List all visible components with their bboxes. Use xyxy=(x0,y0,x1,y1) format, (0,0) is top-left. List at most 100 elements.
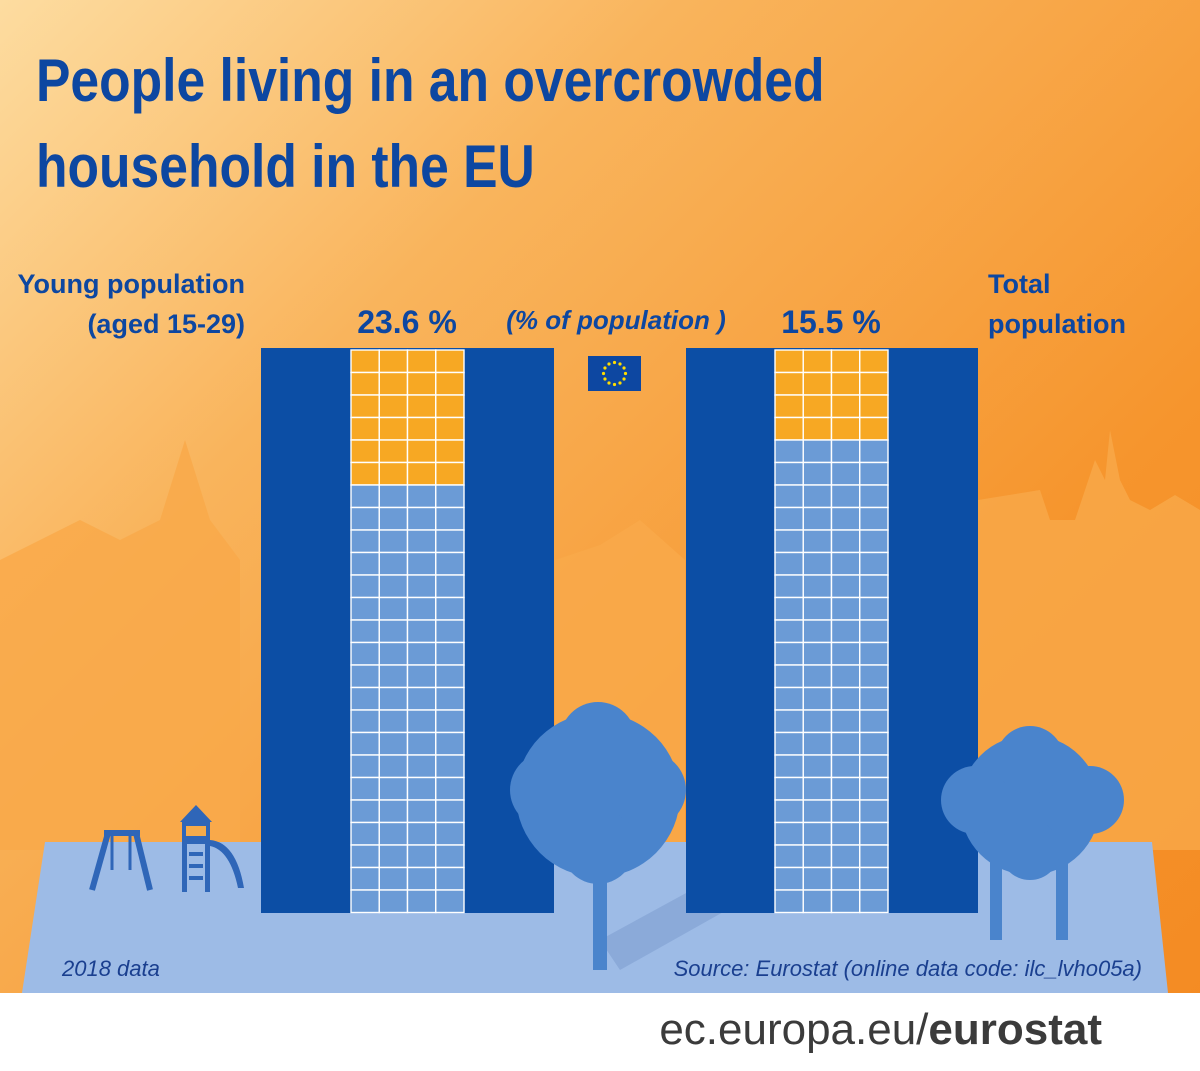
waffle-cell xyxy=(774,709,804,734)
waffle-cell-highlight xyxy=(435,394,465,419)
waffle-cell-highlight xyxy=(774,416,804,441)
waffle-cell xyxy=(774,551,804,576)
waffle-cell xyxy=(774,844,804,869)
waffle-cell xyxy=(859,439,889,464)
waffle-cell xyxy=(802,506,833,531)
waffle-cell xyxy=(830,641,861,666)
tree-icon xyxy=(941,726,1124,940)
waffle-cell xyxy=(435,686,465,711)
waffle-cell xyxy=(378,551,409,576)
waffle-cell xyxy=(859,844,889,869)
waffle-cell-highlight xyxy=(350,439,380,464)
waffle-cell xyxy=(859,866,889,891)
waffle-cell xyxy=(859,889,889,914)
waffle-cell xyxy=(435,709,465,734)
waffle-cell xyxy=(406,529,437,554)
waffle-cell xyxy=(830,866,861,891)
waffle-cell xyxy=(435,844,465,869)
waffle-cell xyxy=(406,754,437,779)
waffle-cell xyxy=(435,551,465,576)
waffle-cell xyxy=(350,641,380,666)
series-label-line: population xyxy=(988,309,1126,339)
waffle-cell xyxy=(802,821,833,846)
waffle-cell-highlight xyxy=(378,394,409,419)
waffle-cell xyxy=(350,506,380,531)
waffle-cell xyxy=(406,664,437,689)
waffle-cell xyxy=(830,821,861,846)
url-brand: eurostat xyxy=(928,1005,1102,1054)
waffle-cell xyxy=(350,821,380,846)
waffle-cell xyxy=(830,844,861,869)
waffle-cell-highlight xyxy=(350,416,380,441)
waffle-cell xyxy=(774,506,804,531)
waffle-cell xyxy=(859,484,889,509)
waffle-cell xyxy=(859,799,889,824)
series-label-line: Total xyxy=(988,269,1051,299)
waffle-cell xyxy=(802,461,833,486)
swing-set-icon xyxy=(89,830,153,891)
flag-star xyxy=(622,366,626,370)
playhouse-icon xyxy=(180,805,244,892)
waffle-cell-highlight xyxy=(435,439,465,464)
waffle-cell xyxy=(378,866,409,891)
waffle-grid-young xyxy=(350,349,465,914)
waffle-cell xyxy=(859,506,889,531)
waffle-cell xyxy=(830,484,861,509)
waffle-cell xyxy=(774,461,804,486)
waffle-cell-highlight xyxy=(350,461,380,486)
waffle-cell xyxy=(802,529,833,554)
waffle-cell-highlight xyxy=(830,371,861,396)
waffle-cell xyxy=(406,641,437,666)
waffle-cell xyxy=(378,574,409,599)
unit-label: (% of population ) xyxy=(506,305,726,335)
waffle-cell xyxy=(859,709,889,734)
waffle-cell-highlight xyxy=(378,349,409,374)
waffle-cell xyxy=(830,731,861,756)
flag-star xyxy=(603,366,607,370)
waffle-cell xyxy=(802,776,833,801)
waffle-cell xyxy=(774,574,804,599)
waffle-cell xyxy=(350,664,380,689)
waffle-cell xyxy=(802,709,833,734)
waffle-cell xyxy=(406,844,437,869)
tree-icon xyxy=(510,702,686,970)
waffle-cell xyxy=(774,889,804,914)
waffle-cell xyxy=(802,866,833,891)
series-label-total: Total population xyxy=(988,264,1188,344)
waffle-cell xyxy=(378,664,409,689)
waffle-cell xyxy=(802,754,833,779)
waffle-cell xyxy=(859,641,889,666)
waffle-cell xyxy=(435,821,465,846)
waffle-cell xyxy=(859,596,889,621)
waffle-cell xyxy=(406,776,437,801)
waffle-cell-highlight xyxy=(830,349,861,374)
waffle-cell xyxy=(350,551,380,576)
waffle-cell-highlight xyxy=(406,439,437,464)
waffle-cell-highlight xyxy=(435,461,465,486)
waffle-cell xyxy=(406,709,437,734)
waffle-cell xyxy=(435,731,465,756)
waffle-cell xyxy=(406,574,437,599)
waffle-cell xyxy=(406,889,437,914)
waffle-cell-highlight xyxy=(406,394,437,419)
waffle-cell xyxy=(830,889,861,914)
waffle-cell xyxy=(774,596,804,621)
waffle-cell xyxy=(378,529,409,554)
waffle-cell xyxy=(830,551,861,576)
waffle-cell xyxy=(830,439,861,464)
waffle-cell xyxy=(406,596,437,621)
flag-star xyxy=(603,377,607,381)
waffle-cell-highlight xyxy=(406,371,437,396)
waffle-cell xyxy=(435,799,465,824)
waffle-cell-highlight xyxy=(859,394,889,419)
waffle-cell-highlight xyxy=(774,394,804,419)
value-label-total: 15.5 % xyxy=(781,304,881,340)
waffle-cell-highlight xyxy=(435,371,465,396)
waffle-cell xyxy=(802,619,833,644)
eurostat-link[interactable]: ec.europa.eu/eurostat xyxy=(659,1005,1102,1055)
waffle-cell xyxy=(802,799,833,824)
waffle-cell-highlight xyxy=(774,371,804,396)
waffle-cell xyxy=(378,844,409,869)
waffle-cell xyxy=(406,866,437,891)
waffle-cell xyxy=(406,619,437,644)
